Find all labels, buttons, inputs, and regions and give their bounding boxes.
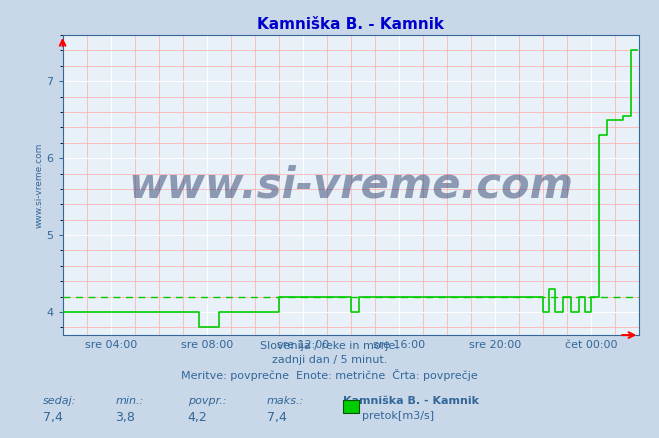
- Text: zadnji dan / 5 minut.: zadnji dan / 5 minut.: [272, 355, 387, 365]
- Text: maks.:: maks.:: [267, 396, 304, 406]
- Text: 7,4: 7,4: [43, 411, 63, 424]
- Text: 7,4: 7,4: [267, 411, 287, 424]
- Text: Slovenija / reke in morje.: Slovenija / reke in morje.: [260, 341, 399, 351]
- Y-axis label: www.si-vreme.com: www.si-vreme.com: [35, 142, 43, 228]
- Text: www.si-vreme.com: www.si-vreme.com: [129, 164, 573, 206]
- Text: Meritve: povprečne  Enote: metrične  Črta: povprečje: Meritve: povprečne Enote: metrične Črta:…: [181, 369, 478, 381]
- Text: min.:: min.:: [115, 396, 144, 406]
- Text: 4,2: 4,2: [188, 411, 208, 424]
- Text: povpr.:: povpr.:: [188, 396, 226, 406]
- Text: pretok[m3/s]: pretok[m3/s]: [362, 411, 434, 421]
- Title: Kamniška B. - Kamnik: Kamniška B. - Kamnik: [258, 18, 444, 32]
- Text: sedaj:: sedaj:: [43, 396, 76, 406]
- Text: Kamniška B. - Kamnik: Kamniška B. - Kamnik: [343, 396, 478, 406]
- Text: 3,8: 3,8: [115, 411, 135, 424]
